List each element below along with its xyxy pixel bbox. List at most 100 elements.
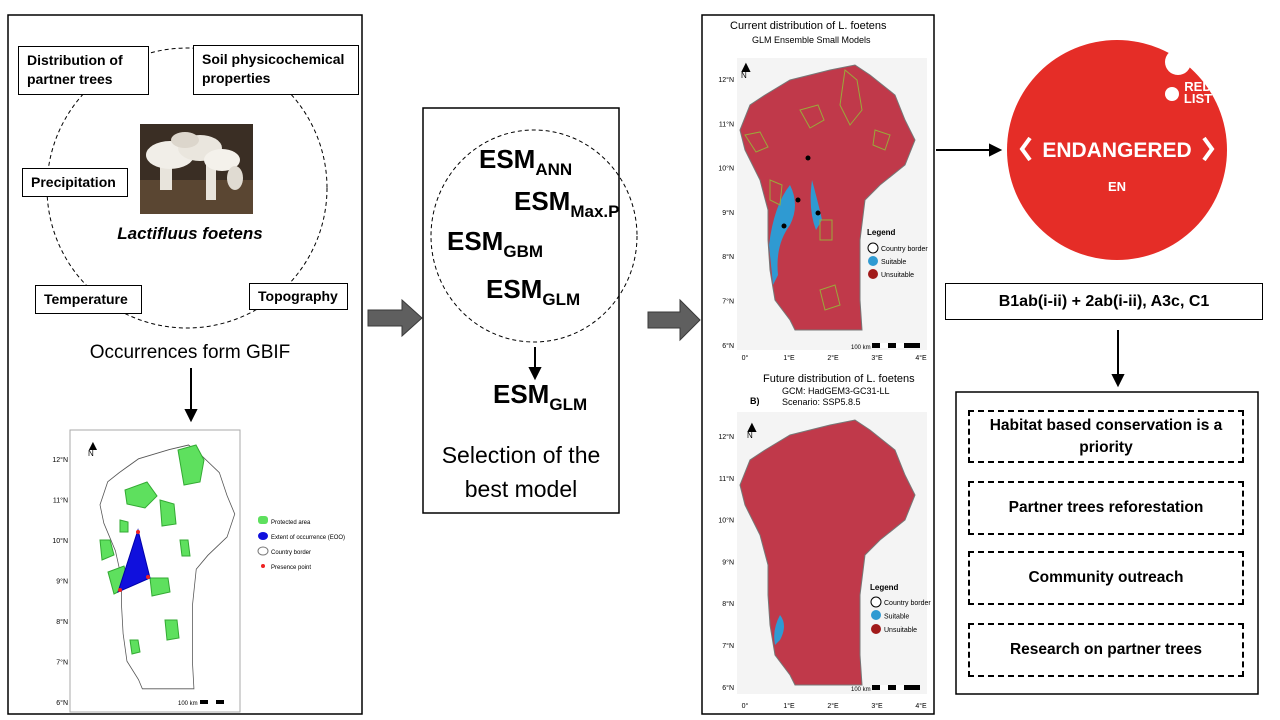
map-subtitle: GCM: HadGEM3-GC31-LL (782, 386, 890, 396)
lat-label: 11°N (719, 120, 734, 128)
criteria: B1ab(i-ii) + 2ab(i-ii), A3c, C1 (945, 283, 1263, 320)
lon-label: 1°E (783, 354, 795, 362)
legend-title: Legend (870, 583, 899, 592)
current-map: ▲N (737, 58, 927, 350)
caption-line: Selection of the (441, 442, 601, 468)
lat-label: 10°N (52, 537, 68, 545)
selected-model: ESMGLM (493, 379, 587, 415)
lat-label: 9°N (722, 558, 734, 566)
scale-label: 100 km (851, 687, 871, 693)
legend-label: Suitable (884, 614, 909, 621)
legend-label: Country border (271, 550, 311, 556)
lat-label: 8°N (722, 253, 734, 261)
lon-label: 0° (742, 354, 749, 362)
lon-label: 1°E (783, 702, 795, 710)
arrows (184, 143, 1125, 423)
legend-label: Unsuitable (884, 627, 917, 634)
model-sub: GBM (503, 242, 544, 261)
factor-box: Topography (249, 283, 348, 310)
factor-circle (46, 47, 328, 329)
factor-box: Distribution of partner trees (18, 46, 149, 95)
scale-label: 100 km (851, 345, 871, 351)
lat-label: 9°N (56, 578, 68, 586)
category: ENDANGERED (1042, 139, 1191, 162)
factor-box: Soil physicochemical properties (193, 45, 359, 95)
legend-label: Country border (881, 246, 928, 253)
block-arrows (367, 298, 701, 342)
source-label: Occurrences form GBIF (89, 342, 291, 363)
map-title: Current distribution of L. foetens (730, 20, 887, 32)
lon-label: 4°E (915, 702, 927, 710)
lat-label: 12°N (718, 433, 734, 441)
mushroom-photo (140, 124, 253, 214)
panel-border (7, 14, 363, 715)
lat-label: 6°N (722, 684, 734, 692)
lat-label: 12°N (52, 456, 68, 464)
eoo-map: ▲N (69, 429, 269, 713)
model-label: ESMGBM (447, 226, 543, 262)
model-label: ESMGLM (486, 274, 580, 310)
panel-label: B) (750, 396, 760, 406)
model-sub: Max.P (570, 202, 620, 221)
map-title: Future distribution of L. foetens (763, 373, 915, 385)
future-map: ▲N (737, 412, 927, 694)
red-list-logo: RED LIST ENDANGERED EN (1006, 40, 1228, 260)
action-box: Research on partner trees (968, 623, 1244, 677)
lat-label: 10°N (718, 165, 734, 173)
caption-line: best model (464, 476, 578, 502)
lat-label: 11°N (53, 497, 68, 505)
lat-label: 8°N (722, 600, 734, 608)
svg-text:▲: ▲ (744, 419, 760, 436)
factor-box: Precipitation (22, 168, 128, 197)
panel-border (955, 391, 1259, 695)
caption: Selection of the best model (423, 438, 619, 506)
scale-label: 100 km (178, 701, 198, 707)
model-sub: GLM (542, 290, 581, 309)
model-base: ESM (514, 186, 571, 216)
model-base: ESM (447, 226, 504, 256)
action-box: Habitat based conservation is a priority (968, 410, 1244, 463)
model-label: ESMMax.P (514, 186, 619, 222)
logo-text: RED (1184, 79, 1211, 94)
lon-label: 3°E (871, 354, 883, 362)
model-sub: GLM (549, 395, 588, 414)
model-label: ESMANN (479, 144, 572, 180)
model-base: ESM (493, 379, 550, 409)
map-subtitle: Scenario: SSP5.8.5 (782, 397, 861, 407)
lon-label: 0° (742, 702, 749, 710)
svg-text:▲: ▲ (738, 59, 754, 76)
lat-label: 8°N (56, 618, 68, 626)
lat-label: 6°N (56, 699, 68, 707)
legend-label: Extent of occurrence (EOO) (271, 535, 345, 541)
lat-label: 10°N (718, 517, 734, 525)
category-code: EN (1108, 179, 1126, 194)
model-base: ESM (479, 144, 536, 174)
lon-label: 2°E (827, 702, 839, 710)
panel-border (701, 14, 935, 715)
lat-label: 9°N (722, 209, 734, 217)
lat-label: 7°N (722, 642, 734, 650)
action-box: Community outreach (968, 551, 1244, 605)
lon-label: 3°E (871, 702, 883, 710)
action-box: Partner trees reforestation (968, 481, 1244, 535)
lat-label: 11°N (719, 475, 734, 483)
panel-border (422, 107, 620, 514)
legend-label: Protected area (271, 520, 311, 526)
logo-text: LIST (1184, 91, 1212, 106)
svg-text:N: N (88, 449, 94, 458)
lat-label: 7°N (56, 659, 68, 667)
model-sub: ANN (535, 160, 573, 179)
lon-label: 2°E (827, 354, 839, 362)
svg-text:N: N (741, 71, 747, 80)
svg-text:N: N (747, 431, 753, 440)
lat-label: 6°N (722, 342, 734, 350)
lon-label: 4°E (915, 354, 927, 362)
legend-label: Unsuitable (881, 272, 914, 279)
legend-label: Presence point (271, 565, 311, 571)
model-base: ESM (486, 274, 543, 304)
legend-label: Country border (884, 600, 931, 607)
model-circle (430, 129, 638, 343)
legend-title: Legend (867, 228, 896, 237)
